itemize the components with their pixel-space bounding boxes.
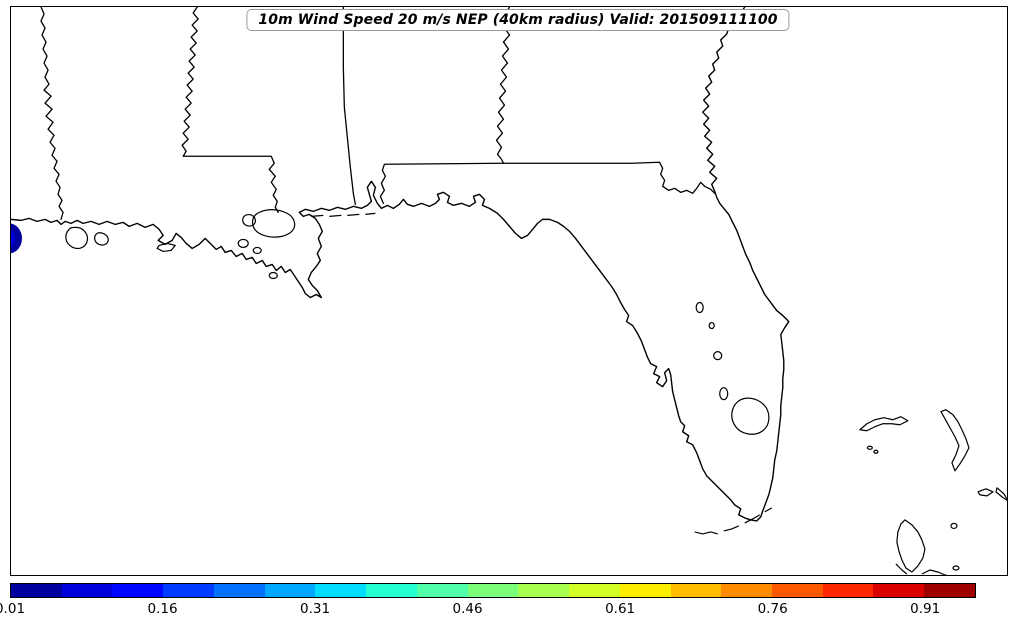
state-border-alabama-georgia xyxy=(495,7,512,164)
colorbar-ticks: 0.01 0.16 0.31 0.46 0.61 0.76 0.91 xyxy=(0,601,976,619)
colorbar-segment xyxy=(822,584,874,597)
colorbar-segment xyxy=(213,584,265,597)
colorbar-segment xyxy=(873,584,925,597)
lakes-louisiana xyxy=(65,226,278,280)
colorbar-tick-label: 0.01 xyxy=(0,601,26,617)
colorbar-segment xyxy=(670,584,722,597)
colorbar-tick-label: 0.16 xyxy=(147,601,178,617)
bahamas-islands xyxy=(859,409,1007,575)
colorbar-segment xyxy=(924,584,975,597)
colorbar-segment xyxy=(569,584,620,597)
colorbar-tick-label: 0.61 xyxy=(605,601,636,617)
coastline-gulf-atlantic xyxy=(11,7,790,522)
colorbar-segment xyxy=(467,584,519,597)
colorbar-segment xyxy=(366,584,417,597)
colorbar-segment xyxy=(315,584,367,597)
lakes-florida xyxy=(695,301,729,401)
state-border-mississippi-alabama xyxy=(342,7,356,205)
colorbar-segment xyxy=(11,584,62,597)
florida-keys xyxy=(694,507,773,535)
plot-title: 10m Wind Speed 20 m/s NEP (40km radius) … xyxy=(246,9,790,31)
colorbar-segment xyxy=(61,584,113,597)
state-border-florida-north xyxy=(379,161,716,204)
colorbar xyxy=(10,583,976,598)
nep-probability-contour xyxy=(11,223,23,254)
colorbar-segment xyxy=(772,584,823,597)
lake-pontchartrain xyxy=(242,209,296,238)
state-border-texas-louisiana xyxy=(40,7,64,221)
colorbar-tick-label: 0.31 xyxy=(300,601,331,617)
state-border-louisiana-mississippi xyxy=(181,7,279,214)
colorbar-segment xyxy=(518,584,570,597)
colorbar-tick-label: 0.91 xyxy=(910,601,941,617)
colorbar-tick-label: 0.46 xyxy=(452,601,483,617)
colorbar-segment xyxy=(416,584,468,597)
barrier-islands-mississippi-sound xyxy=(311,212,376,217)
colorbar-segment xyxy=(721,584,773,597)
colorbar-segment xyxy=(619,584,671,597)
map-frame xyxy=(10,6,1008,576)
map-canvas xyxy=(11,7,1007,575)
colorbar-segment xyxy=(264,584,316,597)
lake-okeechobee xyxy=(731,397,770,435)
colorbar-segment xyxy=(112,584,164,597)
colorbar-tick-label: 0.76 xyxy=(757,601,788,617)
colorbar-segment xyxy=(163,584,214,597)
